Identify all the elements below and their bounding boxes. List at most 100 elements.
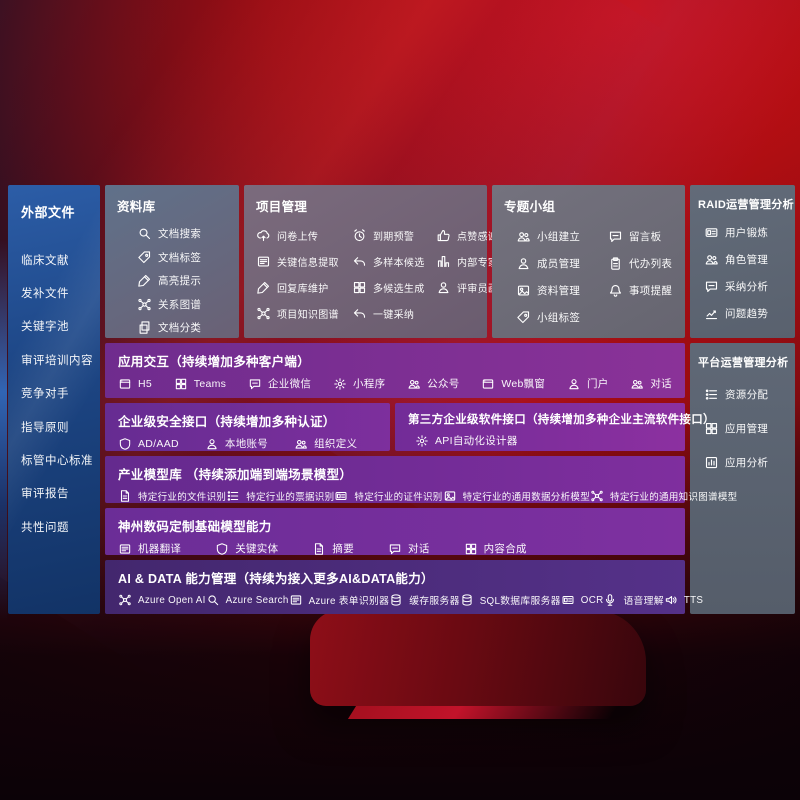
item-label: 角色管理 <box>725 254 769 266</box>
item-label: Azure Search <box>225 594 289 606</box>
panel-title: 专题小组 <box>504 200 556 214</box>
feature-item: 关系图谱 <box>137 297 239 312</box>
interaction-items: H5 Teams 企业微信 小程序 <box>105 370 685 391</box>
feature-item: 资料管理 <box>516 283 608 298</box>
item-label: 对话 <box>650 378 672 390</box>
item-label: 文档标签 <box>158 251 202 264</box>
panel-library: 资料库 文档搜索 文档标签 高亮提示 <box>105 185 239 338</box>
wecom-icon <box>248 377 262 391</box>
item-label: 标管中心标准 <box>21 455 93 468</box>
team-icon <box>516 229 531 244</box>
doc-search-icon <box>137 226 152 241</box>
item-label: AD/AAD <box>138 437 179 450</box>
feature-item: Web飘窗 <box>481 376 545 391</box>
teams-icon <box>174 377 188 391</box>
feature-item: 特定行业的通用数据分析模型 <box>443 489 590 503</box>
feature-item: 多样本候选 <box>352 254 436 269</box>
feature-item: 内容合成 <box>464 541 527 556</box>
base-model-items: 机器翻译 关键实体 摘要 对话 <box>105 535 685 556</box>
member-manage-icon <box>516 256 531 271</box>
item-label: Teams <box>193 377 227 390</box>
item-label: 特定行业的文件识别 <box>138 492 227 503</box>
item-label: 多样本候选 <box>373 258 425 269</box>
item-label: 临床文献 <box>21 254 69 267</box>
item-label: 关键字池 <box>21 321 69 334</box>
sidebar-item: 竞争对手 <box>8 377 100 410</box>
item-label: 问卷上传 <box>277 232 319 243</box>
feature-item: 本地账号 <box>205 436 268 451</box>
item-label: 内容合成 <box>483 543 527 555</box>
knowledge-graph-icon <box>256 306 271 321</box>
item-label: API自动化设计器 <box>435 435 518 447</box>
feature-item: 内部专家排名 <box>436 254 519 269</box>
feature-item: 摘要 <box>312 541 354 556</box>
industry-model-items: 特定行业的文件识别 特定行业的票据识别 特定行业的证件识别 特定行业的通用数据分… <box>105 483 737 503</box>
item-label: 高亮提示 <box>158 275 202 287</box>
feature-item: 特定行业的通用知识图谱模型 <box>590 489 737 503</box>
panel-title: 资料库 <box>117 200 156 214</box>
feature-item: 问题趋势 <box>704 306 795 321</box>
row-title: 应用交互（持续增加多种客户端） <box>118 355 311 369</box>
speech-icon <box>603 593 617 607</box>
item-label: 一键采纳 <box>373 310 415 321</box>
album-icon <box>516 283 531 298</box>
h5-icon <box>118 377 132 391</box>
item-label: 采纳分析 <box>725 281 769 293</box>
item-label: 特定行业的通用数据分析模型 <box>462 492 591 503</box>
item-label: 竞争对手 <box>21 388 69 401</box>
item-label: 到期预警 <box>373 232 415 243</box>
feature-item: 评审员画像 <box>436 280 519 295</box>
raid-feature-list: 用户锻炼 角色管理 采纳分析 问题趋势 <box>704 225 795 321</box>
item-label: H5 <box>138 377 153 390</box>
feature-item: 文档分类 <box>137 320 239 335</box>
feature-item: Azure 表单识别器 <box>289 593 390 607</box>
item-label: 资源分配 <box>725 389 769 401</box>
highlighter-icon <box>137 273 152 288</box>
resource-list-icon <box>704 387 719 402</box>
bell-icon <box>608 283 623 298</box>
feature-item: API自动化设计器 <box>415 433 518 448</box>
feature-item: 缓存服务器 <box>389 593 459 607</box>
trend-chart-icon <box>704 306 719 321</box>
row-industry-model-library: 产业模型库 （持续添加端到端场景模型） 特定行业的文件识别 特定行业的票据识别 … <box>105 456 737 503</box>
reviewer-avatar-icon <box>436 280 451 295</box>
pen-icon <box>256 280 271 295</box>
row-title: 企业级安全接口（持续增加多种认证） <box>118 415 336 429</box>
web-window-icon <box>481 377 495 391</box>
feature-item: 特定行业的票据识别 <box>226 489 334 503</box>
translate-icon <box>118 542 132 556</box>
panel-title: 平台运营管理分析 <box>698 357 789 369</box>
sql-db-icon <box>460 593 474 607</box>
item-label: Web飘窗 <box>501 378 546 390</box>
item-label: 语音理解 <box>623 596 664 607</box>
panel-external-files: 外部文件 临床文献 发补文件 关键字池 审评培训内容 <box>8 185 100 614</box>
adopt-arrow-icon <box>352 306 367 321</box>
item-label: 发补文件 <box>21 288 69 301</box>
item-label: 应用分析 <box>725 457 769 469</box>
item-label: 摘要 <box>332 543 355 555</box>
feature-item: 公众号 <box>407 376 459 391</box>
item-label: SQL数据库服务器 <box>479 596 561 607</box>
item-label: 资料管理 <box>537 285 581 297</box>
item-label: 关键信息提取 <box>277 258 339 269</box>
feature-item: 门户 <box>567 376 609 391</box>
sidebar-item: 标管中心标准 <box>8 443 100 476</box>
item-label: 内部专家排名 <box>457 258 519 269</box>
item-label: 问题趋势 <box>725 308 769 320</box>
item-label: Azure 表单识别器 <box>308 596 390 607</box>
tts-icon <box>664 593 678 607</box>
feature-item: 多候选生成 <box>352 280 436 295</box>
cert-card-icon <box>334 489 348 503</box>
item-label: TTS <box>683 594 704 606</box>
doc-classify-icon <box>137 320 152 335</box>
item-label: 事项提醒 <box>629 285 673 297</box>
org-define-icon <box>294 437 308 451</box>
panel-title: 外部文件 <box>21 205 76 220</box>
todo-list-icon <box>608 256 623 271</box>
item-label: 特定行业的通用知识图谱模型 <box>610 492 738 503</box>
item-label: 关键实体 <box>235 543 279 555</box>
item-label: 公众号 <box>427 378 460 390</box>
panel-platform-analytics: 平台运营管理分析 资源分配 应用管理 应用分析 <box>690 343 795 614</box>
local-account-icon <box>205 437 219 451</box>
row-thirdparty-interface: 第三方企业级软件接口（持续增加多种企业主流软件接口） API自动化设计器 <box>395 403 714 451</box>
